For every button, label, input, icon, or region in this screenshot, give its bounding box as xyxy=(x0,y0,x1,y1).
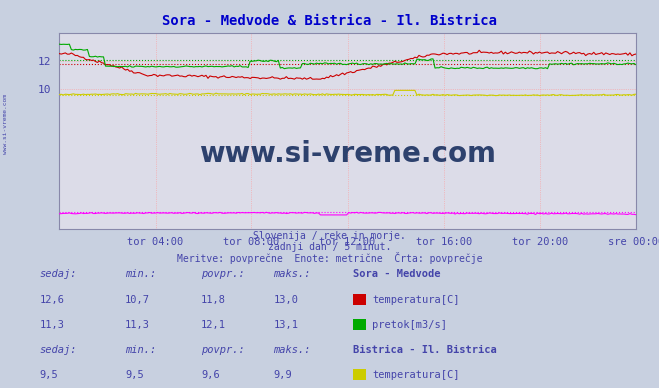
Text: 12,1: 12,1 xyxy=(201,320,226,330)
Text: sedaj:: sedaj: xyxy=(40,269,77,279)
Text: sedaj:: sedaj: xyxy=(40,345,77,355)
Text: Slovenija / reke in morje.: Slovenija / reke in morje. xyxy=(253,230,406,241)
Text: 13,1: 13,1 xyxy=(273,320,299,330)
Text: 9,9: 9,9 xyxy=(273,370,292,380)
Text: 11,3: 11,3 xyxy=(125,320,150,330)
Text: temperatura[C]: temperatura[C] xyxy=(372,294,460,305)
Text: 9,5: 9,5 xyxy=(40,370,58,380)
Text: www.si-vreme.com: www.si-vreme.com xyxy=(3,94,9,154)
Text: Bistrica - Il. Bistrica: Bistrica - Il. Bistrica xyxy=(353,345,496,355)
Text: 11,8: 11,8 xyxy=(201,294,226,305)
Text: 10,7: 10,7 xyxy=(125,294,150,305)
Text: 12,6: 12,6 xyxy=(40,294,65,305)
Text: www.si-vreme.com: www.si-vreme.com xyxy=(199,140,496,168)
Text: maks.:: maks.: xyxy=(273,269,311,279)
Text: povpr.:: povpr.: xyxy=(201,269,244,279)
Text: zadnji dan / 5 minut.: zadnji dan / 5 minut. xyxy=(268,242,391,252)
Text: Sora - Medvode: Sora - Medvode xyxy=(353,269,440,279)
Text: 11,3: 11,3 xyxy=(40,320,65,330)
Text: Sora - Medvode & Bistrica - Il. Bistrica: Sora - Medvode & Bistrica - Il. Bistrica xyxy=(162,14,497,28)
Text: pretok[m3/s]: pretok[m3/s] xyxy=(372,320,447,330)
Text: min.:: min.: xyxy=(125,345,156,355)
Text: 13,0: 13,0 xyxy=(273,294,299,305)
Text: temperatura[C]: temperatura[C] xyxy=(372,370,460,380)
Text: maks.:: maks.: xyxy=(273,345,311,355)
Text: min.:: min.: xyxy=(125,269,156,279)
Text: 9,6: 9,6 xyxy=(201,370,219,380)
Text: 9,5: 9,5 xyxy=(125,370,144,380)
Text: povpr.:: povpr.: xyxy=(201,345,244,355)
Text: Meritve: povprečne  Enote: metrične  Črta: povprečje: Meritve: povprečne Enote: metrične Črta:… xyxy=(177,252,482,264)
